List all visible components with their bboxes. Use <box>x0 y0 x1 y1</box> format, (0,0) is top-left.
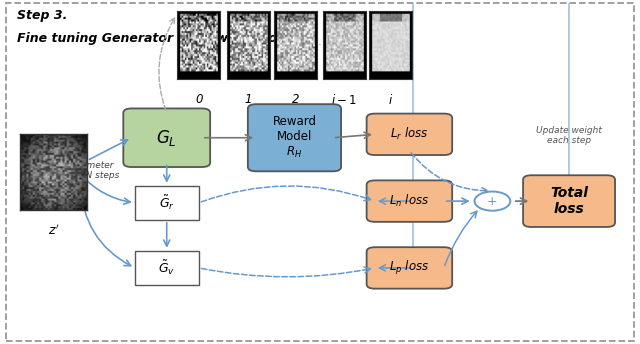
Text: $L_r$ loss: $L_r$ loss <box>390 126 429 142</box>
Text: $L_n$ loss: $L_n$ loss <box>389 193 429 209</box>
Text: $i$: $i$ <box>388 93 393 107</box>
Text: $\tilde{G}_v$: $\tilde{G}_v$ <box>158 259 175 277</box>
Text: Update weight
each step: Update weight each step <box>536 126 602 146</box>
Text: $\tilde{G}_r$: $\tilde{G}_r$ <box>159 194 175 212</box>
Text: Reward
Model
$R_H$: Reward Model $R_H$ <box>273 115 316 160</box>
FancyBboxPatch shape <box>124 108 210 167</box>
Text: 0: 0 <box>195 93 202 106</box>
Bar <box>135 251 198 285</box>
Text: $L_p$ loss: $L_p$ loss <box>389 259 429 277</box>
Text: 2: 2 <box>292 93 300 106</box>
Text: 1: 1 <box>244 93 252 106</box>
Text: Fine tuning Generator by Reward Model: Fine tuning Generator by Reward Model <box>17 32 298 44</box>
Text: $i-1$: $i-1$ <box>332 93 357 107</box>
FancyBboxPatch shape <box>367 247 452 289</box>
Text: $z'$: $z'$ <box>47 223 59 238</box>
FancyBboxPatch shape <box>523 175 615 227</box>
Text: parameter
copy N steps: parameter copy N steps <box>61 161 119 180</box>
Circle shape <box>474 192 510 211</box>
FancyBboxPatch shape <box>248 104 341 171</box>
FancyBboxPatch shape <box>367 180 452 222</box>
Bar <box>135 186 198 220</box>
Text: Step 3.: Step 3. <box>17 9 67 22</box>
Text: Total
loss: Total loss <box>550 186 588 216</box>
Text: $G_L$: $G_L$ <box>156 128 177 148</box>
Text: +: + <box>487 195 498 208</box>
Text: · · ·: · · · <box>311 40 329 50</box>
FancyBboxPatch shape <box>367 114 452 155</box>
